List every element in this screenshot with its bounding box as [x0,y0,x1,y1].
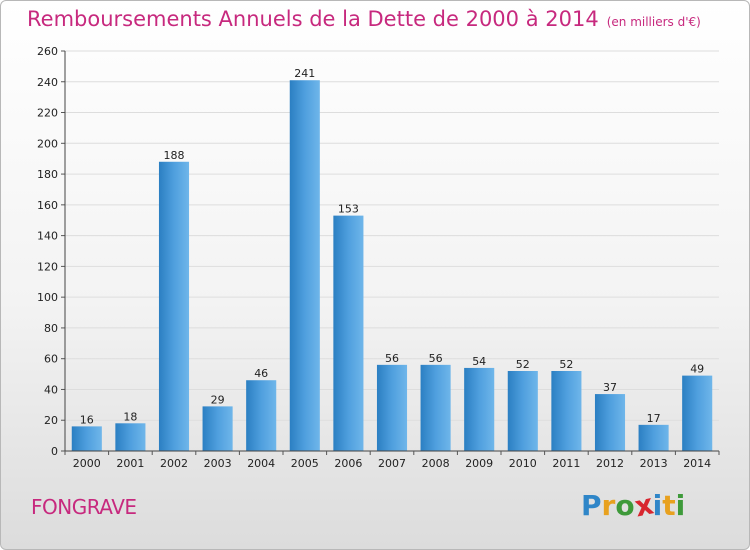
y-tick-label: 120 [37,260,58,273]
y-tick-label: 60 [44,353,58,366]
y-tick-label: 240 [37,76,58,89]
bar-2000 [71,426,102,451]
bar-2002 [158,161,190,451]
x-tick-label-2000: 2000 [73,457,101,470]
x-tick-label-2004: 2004 [247,457,275,470]
x-tick-label-2002: 2002 [160,457,188,470]
bar-2001 [115,423,146,451]
data-label-2005: 241 [294,67,315,80]
x-tick-label-2003: 2003 [204,457,232,470]
title-text: Remboursements Annuels de la Dette de 20… [27,7,599,31]
data-label-2002: 188 [164,149,185,162]
y-tick-label: 20 [44,414,58,427]
bar-2011 [551,371,582,451]
logo-letter: P [581,489,602,522]
data-label-2012: 37 [603,381,617,394]
bar-2012 [594,394,626,451]
bar-2010 [507,371,538,451]
bar-2004 [246,380,277,451]
logo-letter: r [601,489,616,522]
data-label-2009: 54 [472,355,486,368]
x-tick-label-2013: 2013 [640,457,668,470]
x-tick-label-2011: 2011 [552,457,580,470]
y-tick-label: 200 [37,137,58,150]
y-tick-label: 0 [51,445,58,458]
data-label-2008: 56 [429,352,443,365]
x-tick-label-2006: 2006 [334,457,362,470]
data-label-2011: 52 [559,358,573,371]
data-label-2006: 153 [338,203,359,216]
commune-name: FONGRAVE [31,495,137,519]
data-label-2014: 49 [690,363,704,376]
x-tick-label-2007: 2007 [378,457,406,470]
x-tick-label-2012: 2012 [596,457,624,470]
data-label-2001: 18 [123,410,137,423]
chart-title: Remboursements Annuels de la Dette de 20… [27,7,701,31]
y-tick-label: 160 [37,199,58,212]
bars: 16 18 188 29 46 241 153 56 56 54 52 52 37 17 49 [71,67,713,451]
x-tick-label-2010: 2010 [509,457,537,470]
y-tick-label: 40 [44,383,58,396]
proxiti-logo: Proxiti [581,487,686,523]
x-tick-label-2005: 2005 [291,457,319,470]
logo-letter: t [662,489,676,522]
bar-2013 [638,424,669,451]
y-tick-label: 260 [37,45,58,58]
y-tick-label: 100 [37,291,58,304]
y-tick-label: 80 [44,322,58,335]
x-axis: 2000 2001 2002 2003 2004 2005 2006 2007 2008 2009… [64,450,720,470]
bar-2008 [420,364,451,451]
bar-2007 [376,364,408,451]
y-tick-label: 180 [37,168,58,181]
bar-2003 [202,406,233,451]
x-tick-label-2009: 2009 [465,457,493,470]
y-tick-label: 140 [37,230,58,243]
bar-2006 [333,215,364,451]
y-tick-label: 220 [37,107,58,120]
bar-2005 [289,80,320,451]
data-label-2003: 29 [211,393,225,406]
title-unit: (en milliers d'€) [606,15,701,29]
bar-2014 [682,375,713,451]
x-tick-label-2008: 2008 [422,457,450,470]
data-label-2010: 52 [516,358,530,371]
logo-letter: i [652,489,663,522]
x-tick-label-2001: 2001 [116,457,144,470]
data-label-2013: 17 [647,412,661,425]
logo-letter: i [675,489,686,522]
logo-letter: o [615,489,635,522]
data-label-2000: 16 [80,413,94,426]
data-label-2004: 46 [254,367,268,380]
data-label-2007: 56 [385,352,399,365]
y-axis: 0 20 40 60 80 100 120 140 160 180 200 220 240 260 [37,45,66,458]
x-tick-label-2014: 2014 [683,457,711,470]
bar-2009 [464,367,495,451]
